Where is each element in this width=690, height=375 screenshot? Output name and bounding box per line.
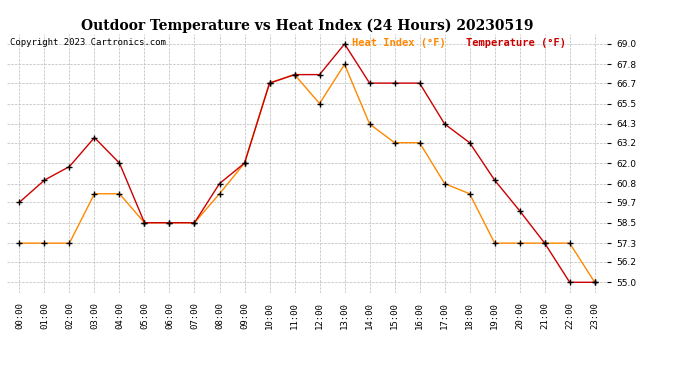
- Text: Temperature (°F): Temperature (°F): [466, 38, 566, 48]
- Title: Outdoor Temperature vs Heat Index (24 Hours) 20230519: Outdoor Temperature vs Heat Index (24 Ho…: [81, 18, 533, 33]
- Text: Heat Index (°F): Heat Index (°F): [352, 38, 446, 48]
- Text: Copyright 2023 Cartronics.com: Copyright 2023 Cartronics.com: [10, 38, 166, 46]
